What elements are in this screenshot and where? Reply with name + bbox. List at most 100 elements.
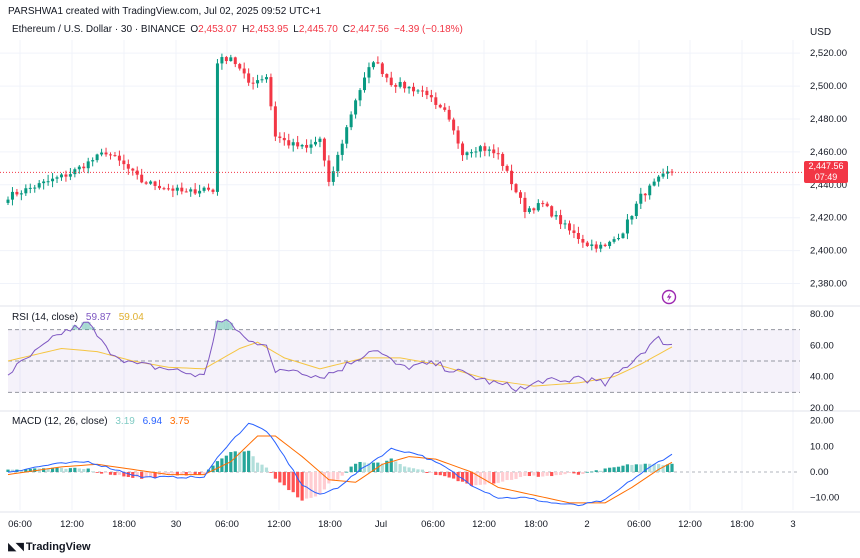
candle[interactable]	[198, 190, 202, 194]
candle[interactable]	[376, 62, 380, 64]
candle[interactable]	[86, 161, 90, 169]
candle[interactable]	[113, 155, 117, 157]
candle[interactable]	[594, 244, 598, 249]
candle[interactable]	[541, 203, 545, 205]
candle[interactable]	[469, 152, 473, 154]
candle[interactable]	[6, 199, 10, 203]
candle[interactable]	[336, 154, 340, 172]
candle[interactable]	[550, 206, 554, 217]
candle[interactable]	[59, 174, 63, 178]
candle[interactable]	[447, 109, 451, 120]
candle[interactable]	[536, 203, 540, 211]
candle[interactable]	[15, 191, 19, 195]
candle[interactable]	[51, 178, 55, 182]
candle[interactable]	[305, 144, 309, 148]
candle[interactable]	[300, 144, 304, 147]
candle[interactable]	[117, 155, 121, 161]
candle[interactable]	[77, 166, 81, 170]
candle[interactable]	[634, 203, 638, 217]
candle[interactable]	[264, 77, 268, 80]
candle[interactable]	[349, 114, 353, 128]
lightning-icon[interactable]	[661, 289, 677, 305]
candle[interactable]	[135, 170, 139, 175]
candle[interactable]	[612, 239, 616, 242]
candle[interactable]	[193, 189, 197, 194]
candle[interactable]	[354, 100, 358, 115]
candle[interactable]	[104, 152, 108, 155]
candle[interactable]	[661, 173, 665, 177]
candle[interactable]	[643, 193, 647, 196]
candle[interactable]	[108, 154, 112, 156]
candle[interactable]	[166, 188, 170, 190]
candle[interactable]	[412, 86, 416, 92]
candle[interactable]	[576, 232, 580, 240]
candle[interactable]	[590, 244, 594, 246]
candle[interactable]	[363, 77, 367, 91]
macd-legend[interactable]: MACD (12, 26, close) 3.19 6.94 3.75	[12, 416, 194, 427]
candle[interactable]	[559, 215, 563, 225]
candle[interactable]	[19, 193, 23, 195]
candle[interactable]	[64, 174, 68, 177]
currency-label[interactable]: USD	[810, 27, 832, 38]
candle[interactable]	[91, 160, 95, 162]
candle[interactable]	[434, 97, 438, 105]
candle[interactable]	[420, 90, 424, 92]
candle[interactable]	[599, 244, 603, 249]
candle[interactable]	[24, 188, 28, 194]
candle[interactable]	[581, 239, 585, 243]
candle[interactable]	[527, 208, 531, 213]
candle[interactable]	[657, 176, 661, 182]
candle[interactable]	[273, 106, 277, 137]
rsi-legend[interactable]: RSI (14, close) 59.87 59.04	[12, 312, 149, 323]
candle[interactable]	[282, 137, 286, 141]
candle[interactable]	[207, 187, 211, 190]
candle[interactable]	[33, 187, 37, 189]
candle[interactable]	[322, 138, 326, 161]
candle[interactable]	[389, 77, 393, 86]
rsi-ma-line[interactable]	[7, 341, 673, 387]
candle[interactable]	[202, 187, 206, 191]
candle[interactable]	[211, 189, 215, 192]
candle[interactable]	[510, 170, 514, 185]
candle[interactable]	[572, 230, 576, 233]
candle[interactable]	[505, 165, 509, 171]
candle[interactable]	[153, 181, 157, 186]
macd-line[interactable]	[7, 422, 673, 507]
candle[interactable]	[46, 181, 50, 183]
candle[interactable]	[220, 57, 224, 64]
candle[interactable]	[189, 189, 193, 192]
candle[interactable]	[358, 90, 362, 101]
candle[interactable]	[10, 191, 14, 200]
candle[interactable]	[215, 63, 219, 192]
candle[interactable]	[256, 80, 260, 84]
candle[interactable]	[496, 153, 500, 155]
candle[interactable]	[652, 181, 656, 186]
candle[interactable]	[443, 107, 447, 110]
candle[interactable]	[483, 146, 487, 151]
candle[interactable]	[514, 184, 518, 193]
candle[interactable]	[380, 63, 384, 75]
candle[interactable]	[269, 77, 273, 107]
candle[interactable]	[287, 140, 291, 146]
candle[interactable]	[73, 169, 77, 175]
candle[interactable]	[403, 81, 407, 89]
candle[interactable]	[313, 141, 317, 145]
candle[interactable]	[171, 188, 175, 191]
candle[interactable]	[608, 241, 612, 247]
candle[interactable]	[438, 104, 442, 108]
candle[interactable]	[184, 191, 188, 193]
candle[interactable]	[291, 142, 295, 146]
candle[interactable]	[238, 64, 242, 69]
candle[interactable]	[327, 160, 331, 182]
candle[interactable]	[318, 138, 322, 142]
candle[interactable]	[478, 146, 482, 152]
candle[interactable]	[331, 171, 335, 182]
candle[interactable]	[666, 171, 670, 174]
candle[interactable]	[367, 67, 371, 78]
candle[interactable]	[371, 62, 375, 68]
macd-signal-line[interactable]	[7, 435, 673, 504]
candle[interactable]	[385, 74, 389, 78]
candle[interactable]	[251, 82, 255, 84]
candle[interactable]	[501, 153, 505, 166]
candle[interactable]	[492, 149, 496, 154]
